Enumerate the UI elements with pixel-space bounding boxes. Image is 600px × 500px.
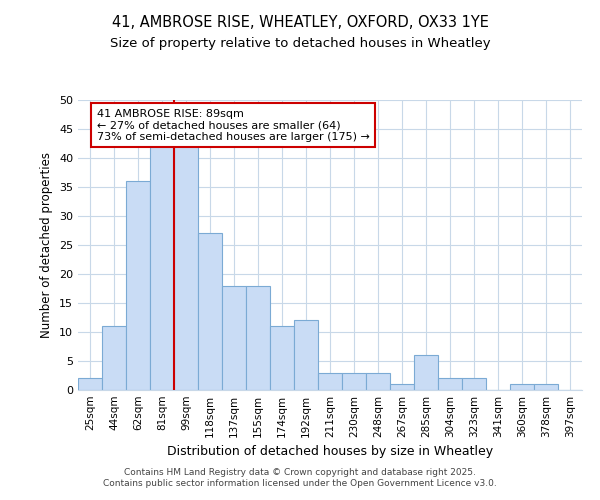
Bar — [438, 378, 462, 390]
Bar — [222, 286, 246, 390]
Bar — [342, 372, 366, 390]
Text: Size of property relative to detached houses in Wheatley: Size of property relative to detached ho… — [110, 38, 490, 51]
Text: Contains HM Land Registry data © Crown copyright and database right 2025.
Contai: Contains HM Land Registry data © Crown c… — [103, 468, 497, 487]
Bar — [78, 378, 102, 390]
Bar — [414, 355, 438, 390]
Bar — [318, 372, 342, 390]
Bar — [270, 326, 294, 390]
Bar — [150, 146, 174, 390]
X-axis label: Distribution of detached houses by size in Wheatley: Distribution of detached houses by size … — [167, 446, 493, 458]
Bar — [198, 234, 222, 390]
Bar — [390, 384, 414, 390]
Bar — [246, 286, 270, 390]
Y-axis label: Number of detached properties: Number of detached properties — [40, 152, 53, 338]
Text: 41, AMBROSE RISE, WHEATLEY, OXFORD, OX33 1YE: 41, AMBROSE RISE, WHEATLEY, OXFORD, OX33… — [112, 15, 488, 30]
Bar — [294, 320, 318, 390]
Bar — [174, 146, 198, 390]
Bar — [366, 372, 390, 390]
Bar — [534, 384, 558, 390]
Bar — [126, 181, 150, 390]
Bar — [102, 326, 126, 390]
Bar — [462, 378, 486, 390]
Text: 41 AMBROSE RISE: 89sqm
← 27% of detached houses are smaller (64)
73% of semi-det: 41 AMBROSE RISE: 89sqm ← 27% of detached… — [97, 108, 370, 142]
Bar — [510, 384, 534, 390]
